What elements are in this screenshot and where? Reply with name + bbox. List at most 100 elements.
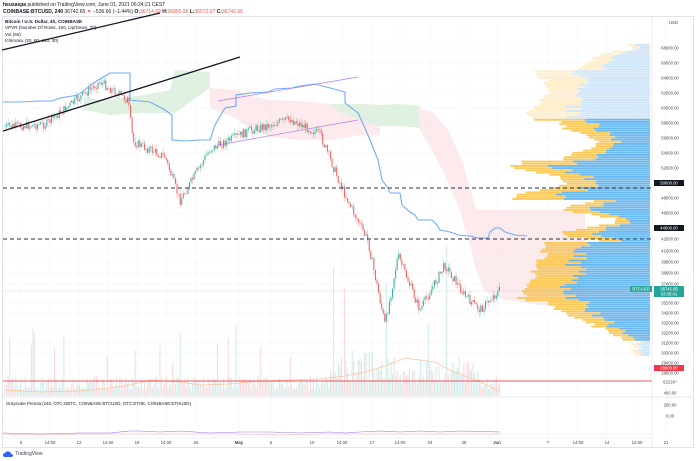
symbol-label: COINBASE:BTCUSD, 240 <box>3 9 64 15</box>
price-tick: 41000.00 <box>661 249 679 254</box>
osc-tick: 6221K* <box>663 380 677 385</box>
legend-vpvr[interactable]: VPVR (Number Of Rows, 100, Up/Down, 70) <box>5 25 97 31</box>
level-badge-text: 50000.00 <box>660 181 678 186</box>
price-tick: 33200.00 <box>661 321 679 326</box>
svg-text:03:35:41: 03:35:41 <box>661 292 678 297</box>
price-tick: 34200.00 <box>661 311 679 316</box>
time-tick: 14:00 <box>337 440 348 445</box>
volume-ma-line <box>4 357 501 393</box>
price-axis[interactable]: 68000.00 66000.00 64000.00 62000.00 60000.00… <box>661 46 679 376</box>
level-badge <box>654 365 684 371</box>
ichimoku-base-line <box>3 72 528 239</box>
level-badge <box>654 225 684 231</box>
time-tick: Jun <box>493 440 501 445</box>
time-tick: 14:00 <box>573 440 584 445</box>
upper-trendline <box>1 12 161 51</box>
last-price: 36742.65 <box>64 9 86 15</box>
osc-tick: 200.00 <box>664 403 677 408</box>
time-tick: 14:00 <box>103 440 114 445</box>
publish-info: heusaspa published on TradingView.com, J… <box>3 2 165 8</box>
price-tick: 60000.00 <box>661 106 679 111</box>
close-value: 36742.65 <box>222 9 243 15</box>
time-tick: 26 <box>194 440 199 445</box>
time-tick: 14:00 <box>395 440 406 445</box>
candlesticks <box>4 77 500 323</box>
price-tick: 46000.00 <box>661 211 679 216</box>
price-tick: 64000.00 <box>661 76 679 81</box>
cloud-icon <box>3 451 13 457</box>
osc-tick: 400.00 <box>664 391 677 396</box>
price-change: −536.66 (−1.44%) <box>93 9 134 15</box>
svg-text:36742.65: 36742.65 <box>660 287 678 292</box>
price-tick: 38600.00 <box>661 271 679 276</box>
symbol-badge <box>630 286 652 292</box>
price-tick: 54000.00 <box>661 151 679 156</box>
time-axis[interactable]: 5 14:00 12 14:00 19 14:00 26 May 5 10 14:00 17 14:00… <box>20 440 669 445</box>
price-tick: 48000.00 <box>661 196 679 201</box>
price-tick: 62000.00 <box>661 91 679 96</box>
time-tick: 14:00 <box>45 440 56 445</box>
ichimoku-cloud <box>84 70 585 307</box>
price-tick: 30300.00 <box>661 351 679 356</box>
last-price-badge <box>654 286 684 297</box>
legend-ichimoku[interactable]: Ichimoku (20, 60, 120, 30) <box>5 37 59 43</box>
legend-title[interactable]: Bitcoin / U.S. Dollar, 4h, COINBASE <box>5 19 83 24</box>
author[interactable]: heusaspa <box>3 2 27 8</box>
low-value: 36572.97 <box>194 9 216 15</box>
time-tick: 21 <box>664 440 669 445</box>
price-tick: 58000.00 <box>661 121 679 126</box>
time-tick: 28 <box>462 440 467 445</box>
price-tick: 28600.00 <box>661 371 679 376</box>
price-tick: 31200.00 <box>661 341 679 346</box>
tradingview-logo[interactable]: TradingView <box>3 451 43 457</box>
currency-label[interactable]: USD <box>669 20 678 25</box>
price-tick: 68000.00 <box>661 46 679 51</box>
published-text: published on TradingView.com, June 01, 2… <box>27 2 166 8</box>
down-arrow-icon: ▼ <box>86 9 92 15</box>
time-tick: 19 <box>135 440 140 445</box>
price-tick: 42500.00 <box>661 237 679 242</box>
osc-tick: 0.00 <box>666 414 675 419</box>
time-tick: 24 <box>428 440 433 445</box>
lower-trendline <box>2 56 241 132</box>
time-tick: 12 <box>77 440 82 445</box>
time-tick: 5 <box>270 440 273 445</box>
time-tick: May <box>235 440 244 445</box>
channel-lower-line <box>217 119 359 146</box>
time-tick: 14:00 <box>632 440 643 445</box>
legend-volume[interactable]: Vol (50) <box>5 31 21 37</box>
price-axis-badges: 50000.00 44000.00 29000.00 BTCUSD 36742.6503… <box>630 180 684 371</box>
price-tick: 32200.00 <box>661 331 679 336</box>
time-tick: 17 <box>370 440 375 445</box>
oscillator-title[interactable]: Grayscale Premia (240, OTC:GBTC, COINBAS… <box>6 401 191 406</box>
level-badge-text: 44000.00 <box>660 226 678 231</box>
brand-name: TradingView <box>15 451 43 457</box>
premia-line-2 <box>2 433 500 436</box>
open-value: 36714.69 <box>139 9 161 15</box>
chart-legend: Bitcoin / U.S. Dollar, 4h, COINBASE VPVR… <box>5 19 96 44</box>
channel-upper-line <box>217 76 359 102</box>
price-tick: 52000.00 <box>661 166 679 171</box>
price-tick: 29400.00 <box>661 361 679 366</box>
time-tick: 5 <box>20 440 23 445</box>
oscillator-axis[interactable]: 6221K* 400.00 200.00 0.00 <box>663 380 677 419</box>
high-value: 36855.95 <box>167 9 189 15</box>
price-tick: 66000.00 <box>661 61 679 66</box>
price-tick: 35200.00 <box>661 301 679 306</box>
vpvr-histogram <box>510 44 650 357</box>
svg-text:BTCUSD: BTCUSD <box>632 287 649 292</box>
chart-frame <box>2 16 694 448</box>
premia-line-1 <box>2 430 501 435</box>
ohlc-bar: COINBASE:BTCUSD, 240 36742.65 ▼ −536.66 … <box>3 9 243 15</box>
level-badge <box>654 180 684 186</box>
level-badge-text: 29000.00 <box>660 366 678 371</box>
volume-bars <box>4 246 500 396</box>
price-tick: 37400.00 <box>661 282 679 287</box>
time-tick: 14:00 <box>161 440 172 445</box>
time-tick: 10 <box>310 440 315 445</box>
price-tick: 39800.00 <box>661 260 679 265</box>
time-tick: 14 <box>605 440 610 445</box>
price-tick: 56000.00 <box>661 136 679 141</box>
time-tick: 7 <box>547 440 550 445</box>
